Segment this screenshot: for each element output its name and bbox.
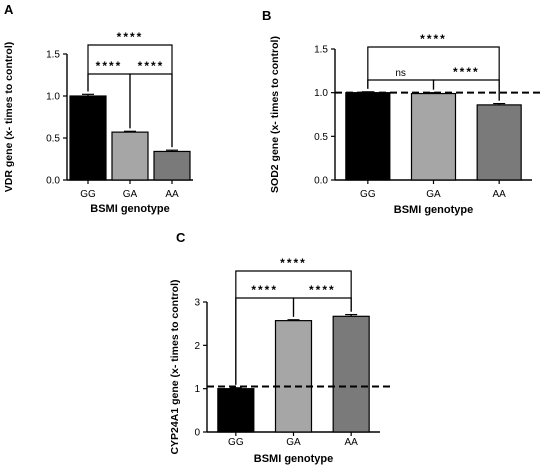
panel-a-y-tick-label: 1.0 [46, 92, 60, 103]
panel-a-significance-bracket [87, 44, 173, 148]
panel-b-bar-gg [345, 92, 391, 181]
panel-c-bar-gg [217, 388, 255, 433]
panel-b-significance-bracket [367, 46, 500, 101]
panel-b-significance-label: ns [395, 68, 406, 79]
panel-b-y-tick-label: 1.0 [314, 88, 328, 99]
panel-c-x-tick-label: AA [344, 437, 358, 448]
panel-a-x-tick-label: GA [123, 189, 138, 200]
panel-a-y-tick-label: 0.0 [46, 176, 60, 187]
panel-b-y-tick-label: 1.5 [314, 45, 328, 56]
panel-c-bar-aa [332, 315, 370, 433]
panel-b-bar-ga [410, 92, 457, 181]
panel-b-significance-label: **** [420, 32, 447, 46]
panel-c-y-axis-title: CYP24A1 gene (x- times to control) [169, 279, 181, 454]
panel-a-y-tick-label: 0.5 [46, 134, 60, 145]
panel-b-letter: B [262, 8, 271, 23]
panel-c-y-tick-label: 2 [194, 341, 200, 352]
panel-c-y-tick-label: 0 [194, 428, 200, 439]
panel-b-x-axis-title: BSMI genotype [394, 204, 473, 216]
panel-b-x-tick-label: GG [360, 189, 376, 200]
panel-a-bar-gg [69, 95, 107, 181]
panel-a-x-axis-title: BSMI genotype [90, 203, 169, 215]
panel-a-bar-aa [153, 150, 191, 181]
panel-c-significance-bracket [235, 270, 352, 385]
panel-c-x-tick-label: GG [228, 437, 244, 448]
panel-c-x-axis-title: BSMI genotype [254, 453, 333, 465]
panel-a-significance-label: **** [96, 59, 123, 73]
panel-a-y-axis-title: VDR gene (x- times to control) [3, 42, 15, 193]
panel-b-y-tick-label: 0.0 [314, 176, 328, 187]
panel-c-significance-bracket [292, 297, 352, 317]
panel-b-y-axis-title: SOD2 gene (x- times to control) [269, 36, 281, 193]
panel-c-y-tick-label: 1 [194, 384, 200, 395]
panel-c-significance-label: **** [309, 283, 336, 297]
panel-a-x-tick-label: AA [165, 189, 179, 200]
panel-a-bar-ga [111, 131, 149, 181]
panel-a-significance-label: **** [117, 30, 144, 44]
panel-a-significance-label: **** [138, 59, 165, 73]
panel-b-y-tick-label: 0.5 [314, 132, 328, 143]
panel-c-significance-label: **** [280, 256, 307, 270]
panel-a-letter: A [4, 2, 14, 17]
panel-c-letter: C [176, 230, 186, 245]
panel-a-x-tick-label: GG [80, 189, 96, 200]
panel-b-x-tick-label: GA [426, 189, 441, 200]
panel-c-x-tick-label: GA [286, 437, 301, 448]
panel-b-x-tick-label: AA [492, 189, 506, 200]
panel-c-significance-label: **** [251, 283, 278, 297]
panel-a-y-tick-label: 1.5 [46, 50, 60, 61]
panel-c-y-tick-label: 3 [194, 298, 200, 309]
panel-c-bar-ga [274, 320, 313, 433]
panel-b-significance-label: **** [453, 65, 480, 79]
panel-b-significance-bracket [367, 79, 435, 90]
panel-b-bar-aa [476, 104, 522, 181]
